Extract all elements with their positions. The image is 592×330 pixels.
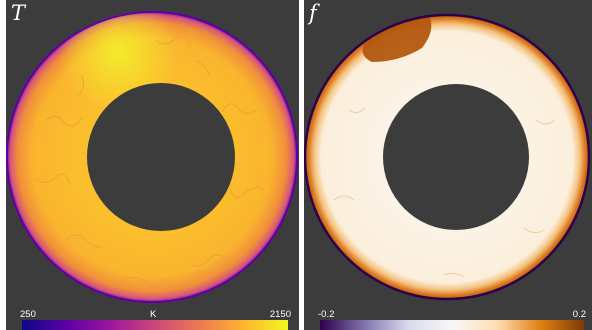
colorbar-labels: 250 K 2150	[6, 309, 299, 321]
convection-texture	[35, 36, 265, 286]
inner-core-mask	[87, 83, 235, 231]
colorbar-min-label: 250	[20, 309, 36, 320]
outer-boundary	[304, 13, 591, 301]
mixing-texture	[333, 107, 555, 278]
colorbar-min-label: -0.2	[318, 309, 335, 320]
composition-panel: f -0.2 0.2	[304, 0, 592, 330]
temperature-colorbar	[22, 320, 288, 330]
inner-core-mask	[383, 84, 529, 230]
outer-boundary	[6, 11, 298, 303]
temperature-field-image	[6, 11, 298, 303]
colorbar-unit-label: K	[150, 309, 157, 320]
enriched-pile	[362, 16, 432, 62]
composition-field-image	[304, 13, 591, 301]
field-symbol-label: f	[309, 1, 317, 25]
field-symbol-label: T	[11, 1, 26, 25]
colorbar-max-label: 0.2	[572, 309, 586, 320]
composition-colorbar	[320, 320, 584, 330]
colorbar-max-label: 2150	[269, 309, 291, 320]
temperature-panel: T 250 K 2150	[6, 0, 299, 330]
colorbar-labels: -0.2 0.2	[304, 309, 592, 321]
